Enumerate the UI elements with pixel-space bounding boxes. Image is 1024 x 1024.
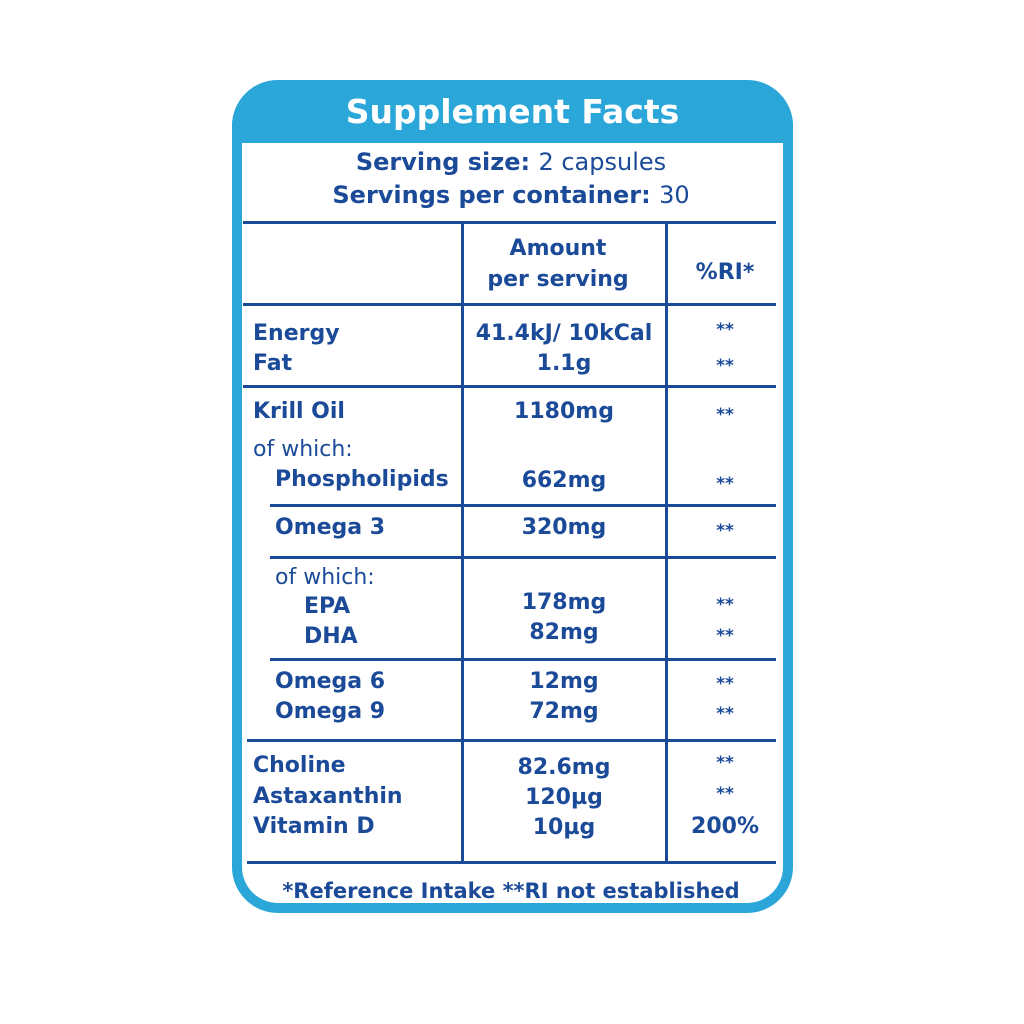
nutrient-name: Energy [253, 321, 340, 346]
serving-size: Serving size: 2 capsules [356, 148, 666, 176]
footnote: *Reference Intake **RI not established [282, 879, 740, 903]
nutrient-amount: 82.6mg [517, 755, 611, 780]
nutrient-ri: ** [716, 521, 734, 541]
servings-per-container-value: 30 [659, 181, 690, 209]
nutrient-name: Phospholipids [275, 467, 449, 492]
nutrient-ri: ** [716, 784, 734, 804]
nutrient-amount: 1180mg [514, 399, 614, 424]
nutrient-ri: ** [716, 595, 734, 615]
nutrient-ri: ** [716, 474, 734, 494]
nutrient-amount: 178mg [521, 590, 607, 615]
divider [243, 221, 776, 224]
nutrient-amount: 41.4kJ/ 10kCal [475, 321, 653, 346]
nutrient-name: Fat [253, 351, 293, 376]
divider [247, 739, 776, 742]
nutrient-ri: ** [716, 320, 734, 340]
nutrient-amount: 120µg [525, 785, 603, 810]
nutrient-ri: ** [716, 626, 734, 646]
title-band [232, 80, 793, 143]
serving-size-value: 2 capsules [538, 148, 667, 176]
nutrient-name: EPA [304, 594, 351, 619]
header-ri: %RI* [695, 260, 755, 285]
nutrient-amount: 662mg [521, 468, 607, 493]
nutrient-amount: 82mg [529, 620, 599, 645]
divider [247, 861, 776, 864]
nutrient-name: Krill Oil [253, 399, 345, 424]
nutrient-amount: 10µg [532, 815, 596, 840]
sub-heading: of which: [253, 437, 353, 462]
nutrient-ri: ** [716, 704, 734, 724]
supplement-facts-panel [232, 80, 793, 913]
nutrient-name: DHA [304, 624, 358, 649]
nutrient-name: Vitamin D [253, 814, 375, 839]
nutrient-amount: 320mg [521, 515, 607, 540]
sub-heading: of which: [275, 565, 375, 590]
nutrient-name: Choline [253, 753, 346, 778]
divider [243, 303, 776, 306]
nutrient-name: Omega 3 [275, 515, 386, 540]
header-amount-line1: Amount [509, 236, 607, 261]
nutrient-ri: ** [716, 674, 734, 694]
nutrient-ri: ** [716, 753, 734, 773]
nutrient-name: Omega 9 [275, 699, 386, 724]
divider [270, 504, 776, 507]
header-amount-line2: per serving [487, 267, 629, 292]
nutrient-name: Omega 6 [275, 669, 386, 694]
servings-per-container-label: Servings per container: [332, 181, 651, 209]
divider [243, 385, 776, 388]
nutrient-ri: ** [716, 356, 734, 376]
nutrient-amount: 1.1g [536, 351, 592, 376]
divider [270, 658, 776, 661]
column-divider [665, 221, 668, 863]
servings-per-container: Servings per container: 30 [332, 181, 689, 209]
serving-size-label: Serving size: [355, 148, 531, 176]
panel-title: Supplement Facts [345, 92, 680, 131]
nutrient-name: Astaxanthin [253, 784, 403, 809]
nutrient-ri: ** [716, 405, 734, 425]
nutrient-ri: 200% [691, 814, 759, 839]
column-divider [461, 221, 464, 863]
divider [270, 556, 776, 559]
nutrient-amount: 72mg [529, 699, 599, 724]
nutrient-amount: 12mg [529, 669, 599, 694]
